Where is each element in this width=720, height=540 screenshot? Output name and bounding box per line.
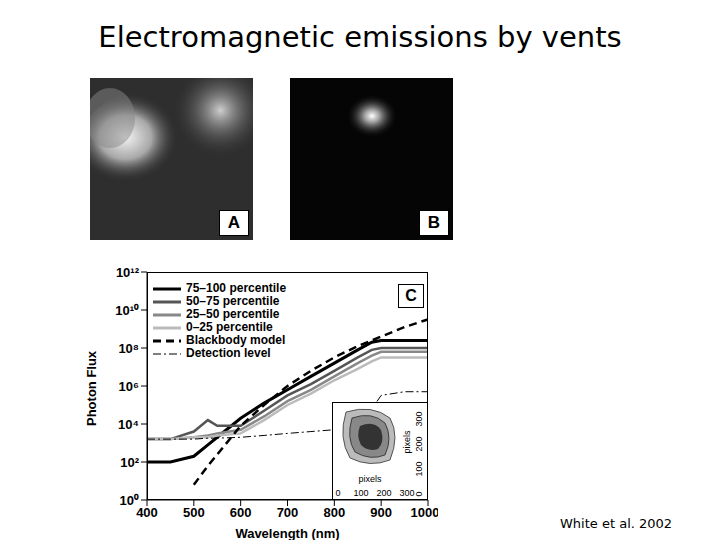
svg-text:10¹²: 10¹² (116, 265, 140, 280)
svg-text:0: 0 (414, 491, 424, 496)
svg-text:800: 800 (323, 505, 345, 520)
svg-text:10⁰: 10⁰ (120, 493, 139, 508)
svg-text:10⁸: 10⁸ (118, 341, 139, 356)
svg-text:400: 400 (136, 505, 158, 520)
html-text:Blackbody model: Blackbody model (186, 333, 286, 347)
svg-text:Photon Flux: Photon Flux (85, 350, 99, 426)
html-text:A: A (227, 213, 241, 232)
svg-text:Wavelength (nm): Wavelength (nm) (235, 526, 339, 540)
html-text:B: B (427, 213, 441, 232)
svg-text:10⁶: 10⁶ (119, 379, 139, 394)
svg-text:100: 100 (414, 461, 424, 476)
svg-text:100: 100 (353, 488, 368, 498)
svg-text:700: 700 (277, 505, 299, 520)
svg-text:900: 900 (370, 505, 392, 520)
svg-text:10⁴: 10⁴ (118, 417, 139, 432)
svg-text:200: 200 (376, 488, 391, 498)
html-text:50–75 percentile: 50–75 percentile (186, 294, 280, 308)
svg-text:1000: 1000 (411, 505, 438, 520)
svg-text:10²: 10² (120, 455, 139, 470)
svg-text:500: 500 (183, 505, 205, 520)
svg-text:pixels: pixels (358, 474, 382, 484)
html-text:75–100 percentile: 75–100 percentile (186, 281, 287, 295)
svg-text:300: 300 (414, 411, 424, 426)
html-text:C: C (405, 287, 417, 304)
html-text:0–25 percentile: 0–25 percentile (186, 320, 273, 334)
svg-text:200: 200 (414, 436, 424, 451)
svg-text:10¹⁰: 10¹⁰ (115, 303, 139, 318)
svg-text:600: 600 (230, 505, 252, 520)
html-text:Detection level: Detection level (186, 346, 271, 360)
html-text:25–50 percentile: 25–50 percentile (186, 307, 280, 321)
svg-text:pixels: pixels (402, 430, 412, 454)
svg-text:0: 0 (335, 488, 340, 498)
html-text:White et al. 2002: White et al. 2002 (560, 516, 673, 531)
svg-text:300: 300 (399, 488, 414, 498)
html-text:Electromagnetic emissions by v: Electromagnetic emissions by vents (98, 20, 622, 54)
